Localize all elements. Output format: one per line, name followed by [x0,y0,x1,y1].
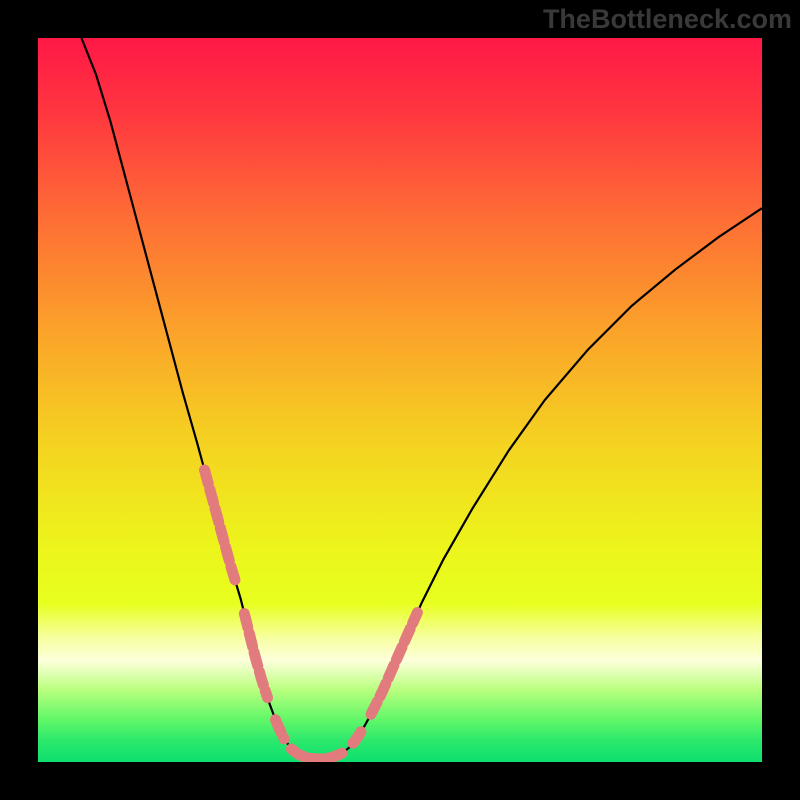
watermark-text: TheBottleneck.com [543,4,792,35]
chart-container: TheBottleneck.com [0,0,800,800]
chart-plot [38,38,762,762]
highlight-segment-4 [353,731,362,743]
